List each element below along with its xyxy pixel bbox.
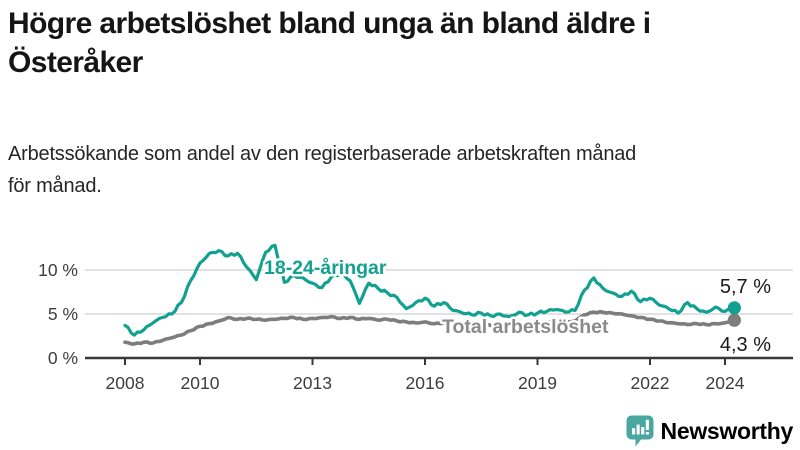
title-line-2: Österåker: [8, 46, 143, 79]
series-line-total: [123, 309, 737, 346]
x-tick-label: 2008: [106, 373, 145, 393]
data-series: [123, 243, 737, 346]
subtitle-line-2: för månad.: [8, 175, 102, 197]
x-tick-label: 2022: [631, 373, 670, 393]
chart-subtitle: Arbetssökande som andel av den registerb…: [8, 138, 788, 202]
x-tick-label: 2013: [293, 373, 332, 393]
y-tick-label: 0 %: [48, 348, 78, 368]
page-title: Högre arbetslöshet bland unga än bland ä…: [8, 4, 796, 82]
gridlines: [85, 269, 793, 315]
y-tick-label: 10 %: [38, 260, 78, 280]
newsworthy-logo: Newsworthy: [626, 414, 793, 448]
title-line-1: Högre arbetslöshet bland unga än bland ä…: [8, 7, 651, 40]
bar-chart-speech-bubble-icon: [626, 415, 654, 447]
end-dot-total: [727, 313, 741, 327]
y-tick-label: 5 %: [48, 304, 78, 324]
end-value-young: 5,7 %: [720, 276, 771, 298]
x-axis: [85, 356, 793, 365]
subtitle-line-1: Arbetssökande som andel av den registerb…: [8, 143, 637, 165]
line-chart: 0 % 5 % 10 % 2008 2010 2013 2016 2019 2022 2024 1…: [38, 243, 793, 393]
x-tick-label: 2019: [518, 373, 557, 393]
series-line-young: [123, 243, 737, 337]
newsworthy-wordmark: Newsworthy: [660, 417, 794, 444]
series-label-total: Total arbetslöshet: [442, 316, 609, 338]
x-tick-label: 2016: [406, 373, 445, 393]
series-label-young: 18-24-åringar: [264, 256, 387, 279]
axis-labels: 0 % 5 % 10 % 2008 2010 2013 2016 2019 2022 2024: [38, 260, 745, 393]
end-value-total: 4,3 %: [720, 334, 771, 356]
end-dot-young: [727, 301, 741, 315]
end-point-dots: [727, 301, 741, 327]
x-tick-label: 2024: [706, 373, 745, 393]
x-tick-label: 2010: [181, 373, 220, 393]
